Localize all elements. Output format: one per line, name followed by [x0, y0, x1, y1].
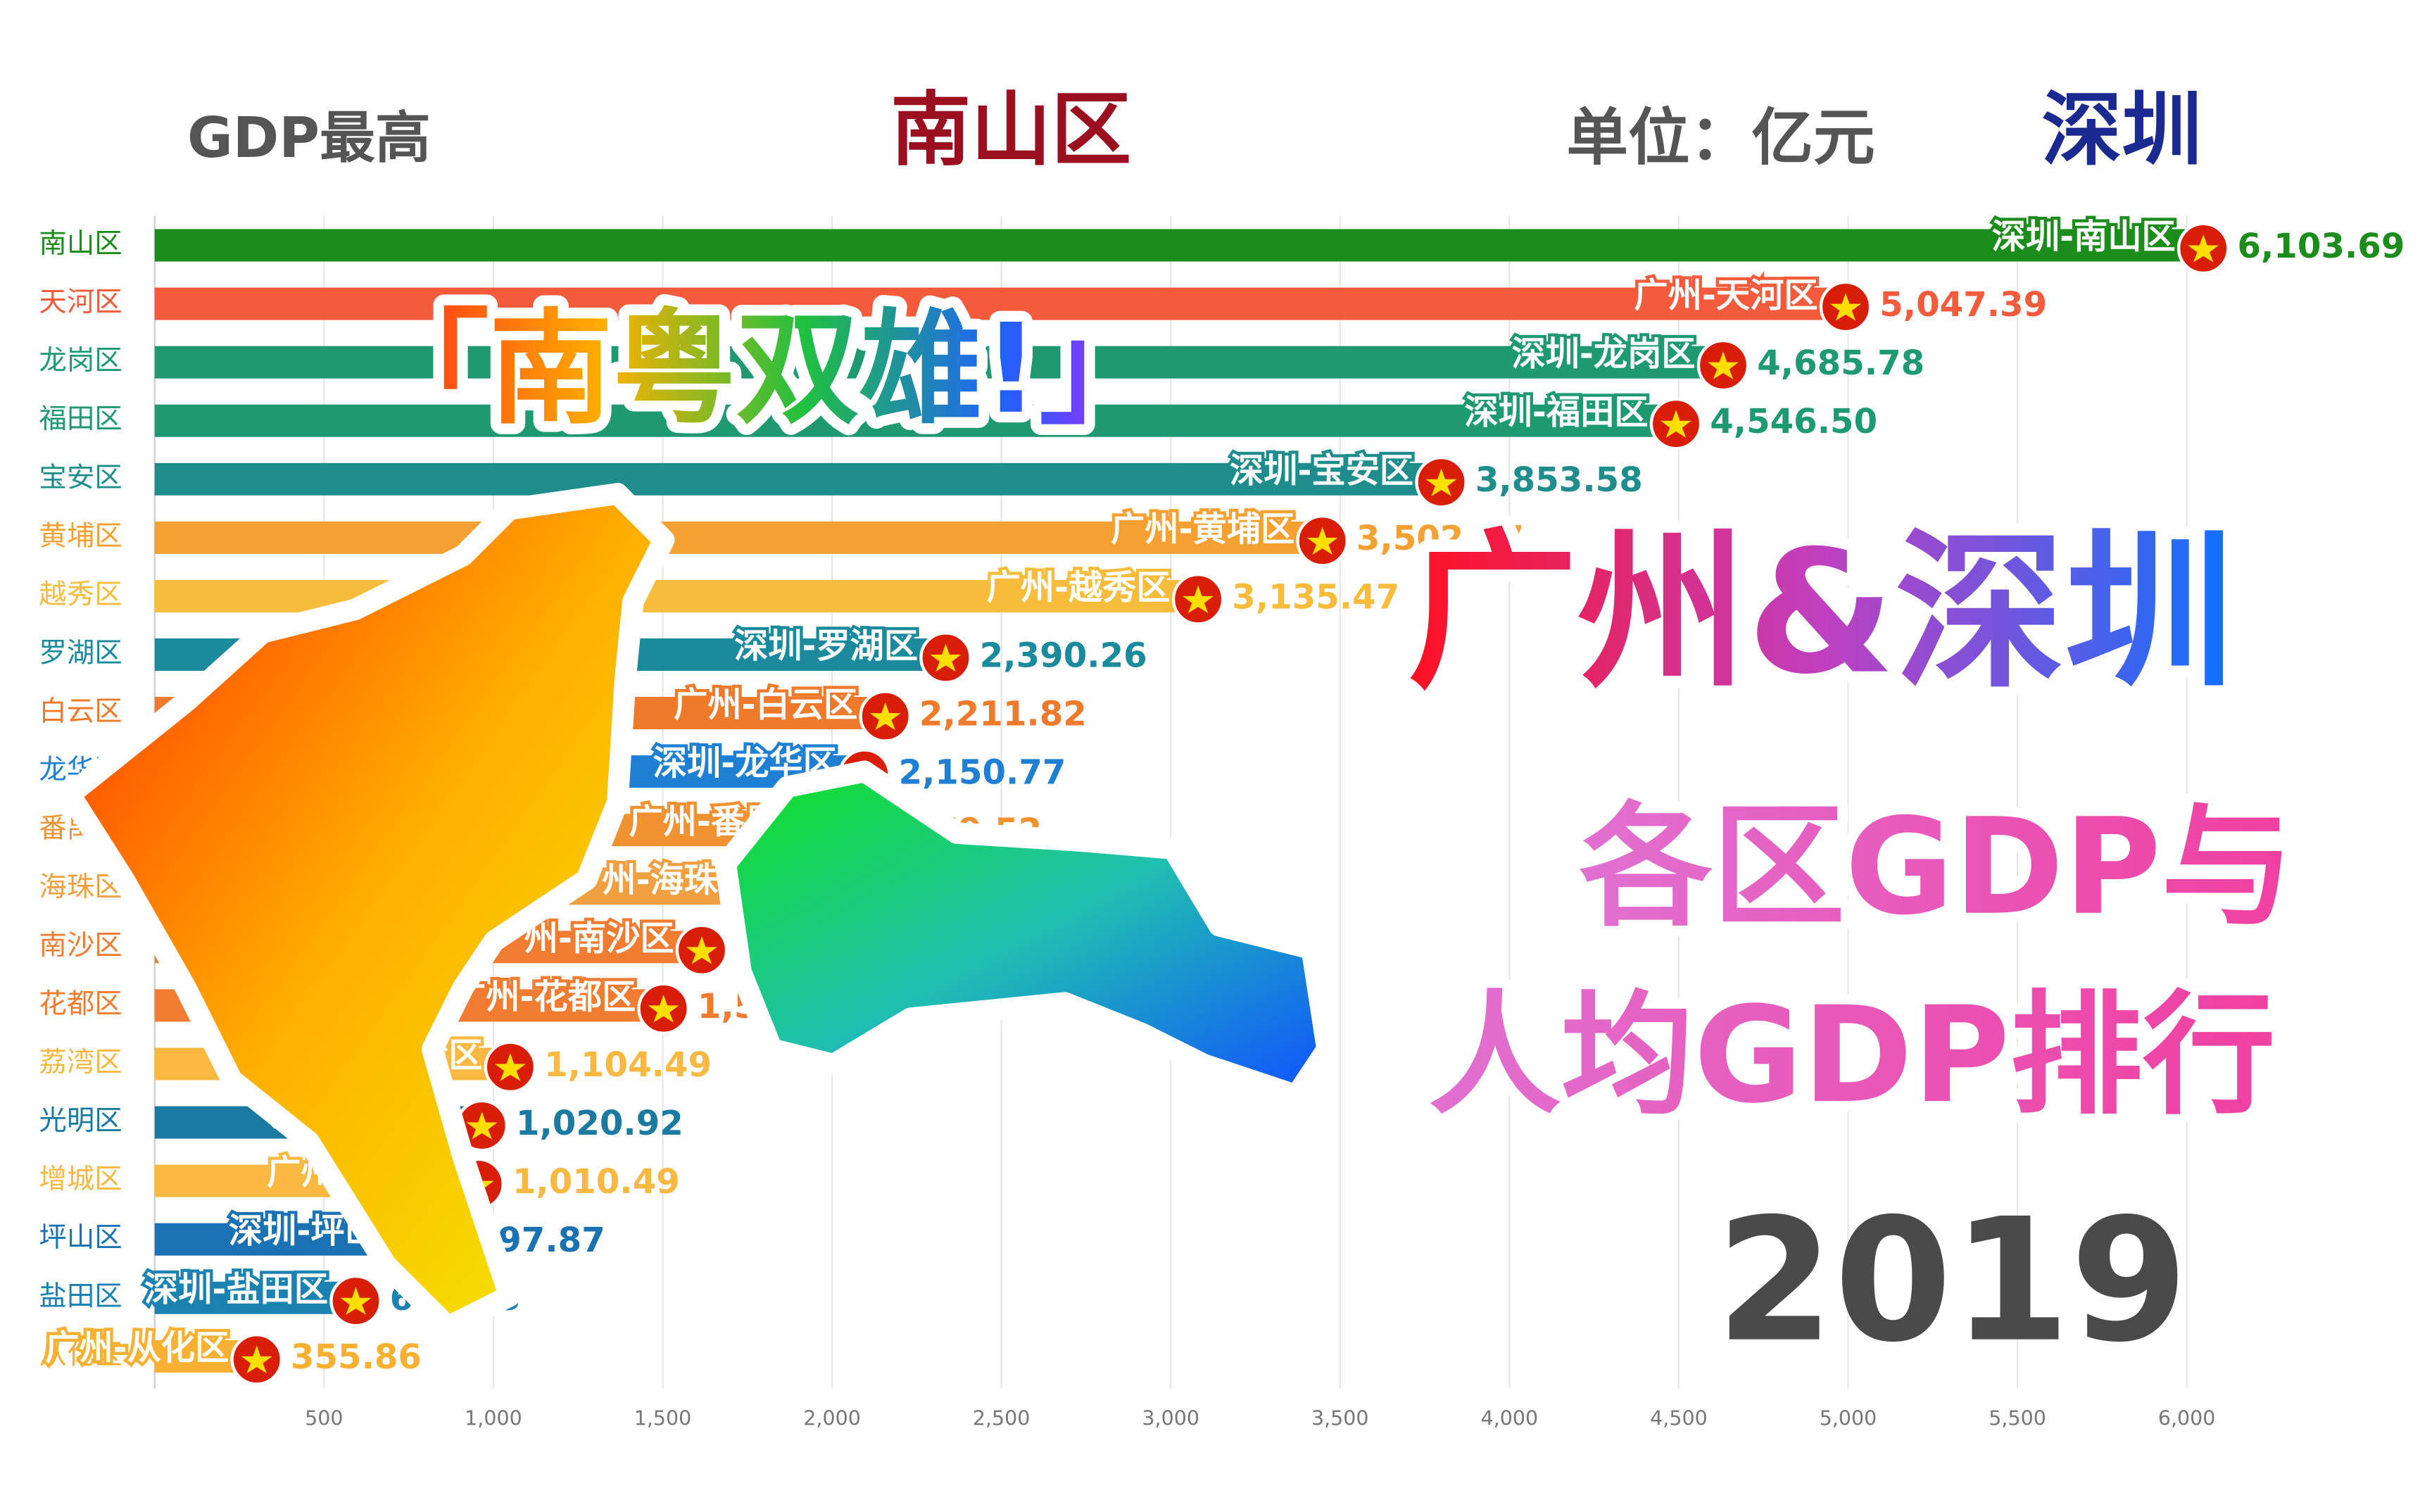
x-tick-label: 4,500 [1650, 1406, 1708, 1430]
x-tick-label: 1,500 [634, 1406, 692, 1430]
flag-star [340, 1287, 372, 1315]
overlay-subtitle: 各区GDP与 [1580, 790, 2294, 945]
bar-label: 广州-南沙区 [490, 919, 674, 959]
category-label: 从化区 [39, 1338, 122, 1371]
x-tick-label: 2,500 [973, 1406, 1031, 1430]
x-tick-label: 500 [305, 1406, 343, 1430]
flag-star [494, 1053, 526, 1081]
value-label: 4,546.50 [1710, 402, 1877, 441]
guangzhou-map [58, 483, 675, 1338]
category-label: 海珠区 [39, 871, 122, 903]
bar [154, 521, 1341, 554]
category-label: 天河区 [39, 286, 122, 318]
bar-label: 深圳-盐田区 [144, 1270, 328, 1309]
bar-label: 广州-黄埔区 [1111, 510, 1294, 549]
value-label: 2,390.26 [980, 636, 1147, 675]
bar [154, 287, 1865, 320]
flag-star [1708, 351, 1739, 379]
overlay-title: 广州&深圳 [1408, 514, 2235, 712]
bar-label: 广州-天河区 [1634, 276, 1817, 315]
flag-star [1425, 468, 1457, 496]
value-label: 2,211.82 [919, 694, 1087, 733]
x-tick-label: 3,500 [1311, 1406, 1369, 1430]
leader-city: 深圳 [2041, 83, 2202, 177]
bar-label: 广州-花都区 [452, 978, 636, 1017]
unit: 单位：亿元 [1566, 102, 1874, 174]
value-label: 3,502.47 [1356, 519, 1524, 558]
shenzhen-map [714, 760, 1338, 1107]
overlay-tag: 「南粤双雄!」 [366, 298, 1163, 441]
category-label: 宝安区 [39, 461, 122, 493]
category-label: 花都区 [39, 988, 122, 1020]
category-label: 南山区 [39, 227, 122, 260]
category-label: 越秀区 [39, 578, 122, 610]
bar [154, 229, 2222, 262]
flag-star [686, 936, 717, 964]
value-label: 6,103.69 [2237, 227, 2405, 266]
flag-star [869, 702, 901, 731]
category-label: 坪山区 [39, 1221, 122, 1254]
x-tick-label: 5,000 [1820, 1406, 1877, 1430]
flag-star [1660, 410, 1691, 438]
flag-star [1306, 527, 1338, 555]
value-label: 1,020.92 [516, 1104, 683, 1143]
x-tick-label: 3,000 [1142, 1406, 1199, 1430]
overlay-subtitle: 人均GDP排行 [1428, 978, 2275, 1133]
leader: 南山区 [890, 83, 1131, 177]
value-label: 1,010.49 [512, 1162, 680, 1202]
x-tick-label: 2,000 [803, 1406, 861, 1430]
bar-label: 深圳-龙岗区 [1511, 334, 1695, 374]
flag-star [241, 1345, 272, 1373]
value-label: 4,685.78 [1757, 344, 1924, 383]
value-label: 1,104.49 [544, 1045, 712, 1085]
value-label: 2,150.77 [899, 753, 1066, 793]
category-label: 荔湾区 [39, 1046, 122, 1078]
value-label: 355.86 [291, 1337, 422, 1377]
flag-star [1830, 293, 1861, 321]
category-label: 南沙区 [39, 929, 122, 962]
category-label: 增城区 [39, 1163, 122, 1195]
category-label: 盐田区 [39, 1280, 122, 1312]
value-label: 3,853.58 [1475, 460, 1643, 500]
category-label: 黄埔区 [39, 519, 122, 552]
category-label: 福田区 [39, 403, 122, 435]
bar-label: 深圳-南山区 [1992, 218, 2176, 257]
flag-star [648, 995, 679, 1023]
bar-label: 广州-越秀区 [987, 568, 1171, 607]
category-label: 龙岗区 [39, 344, 122, 377]
bar-label: 广州-白云区 [674, 685, 857, 724]
x-tick-label: 4,000 [1481, 1406, 1539, 1430]
value-label: 3,135.47 [1232, 577, 1399, 617]
bar-label: 深圳-罗湖区 [734, 626, 918, 666]
leader-caption: GDP最高 [187, 106, 431, 170]
bar [154, 404, 1695, 437]
category-label: 白云区 [39, 695, 122, 728]
category-label: 光明区 [39, 1104, 122, 1137]
flag-star [2188, 234, 2219, 263]
bar [154, 346, 1742, 379]
x-tick-label: 1,000 [465, 1406, 522, 1430]
year: 2019 [1716, 1182, 2188, 1380]
value-label: 5,047.39 [1879, 285, 2047, 325]
bar-label: 深圳-福田区 [1464, 393, 1648, 432]
x-tick-label: 6,000 [2158, 1406, 2216, 1430]
bar-label: 广州-从化区 [45, 1328, 229, 1368]
bar [154, 462, 1460, 496]
x-tick-label: 5,500 [1989, 1406, 2046, 1430]
bar-label: 深圳-宝安区 [1230, 451, 1413, 491]
flag-star [1183, 585, 1214, 614]
category-label: 罗湖区 [39, 636, 122, 669]
flag-star [930, 643, 962, 672]
flag-star [466, 1111, 498, 1140]
